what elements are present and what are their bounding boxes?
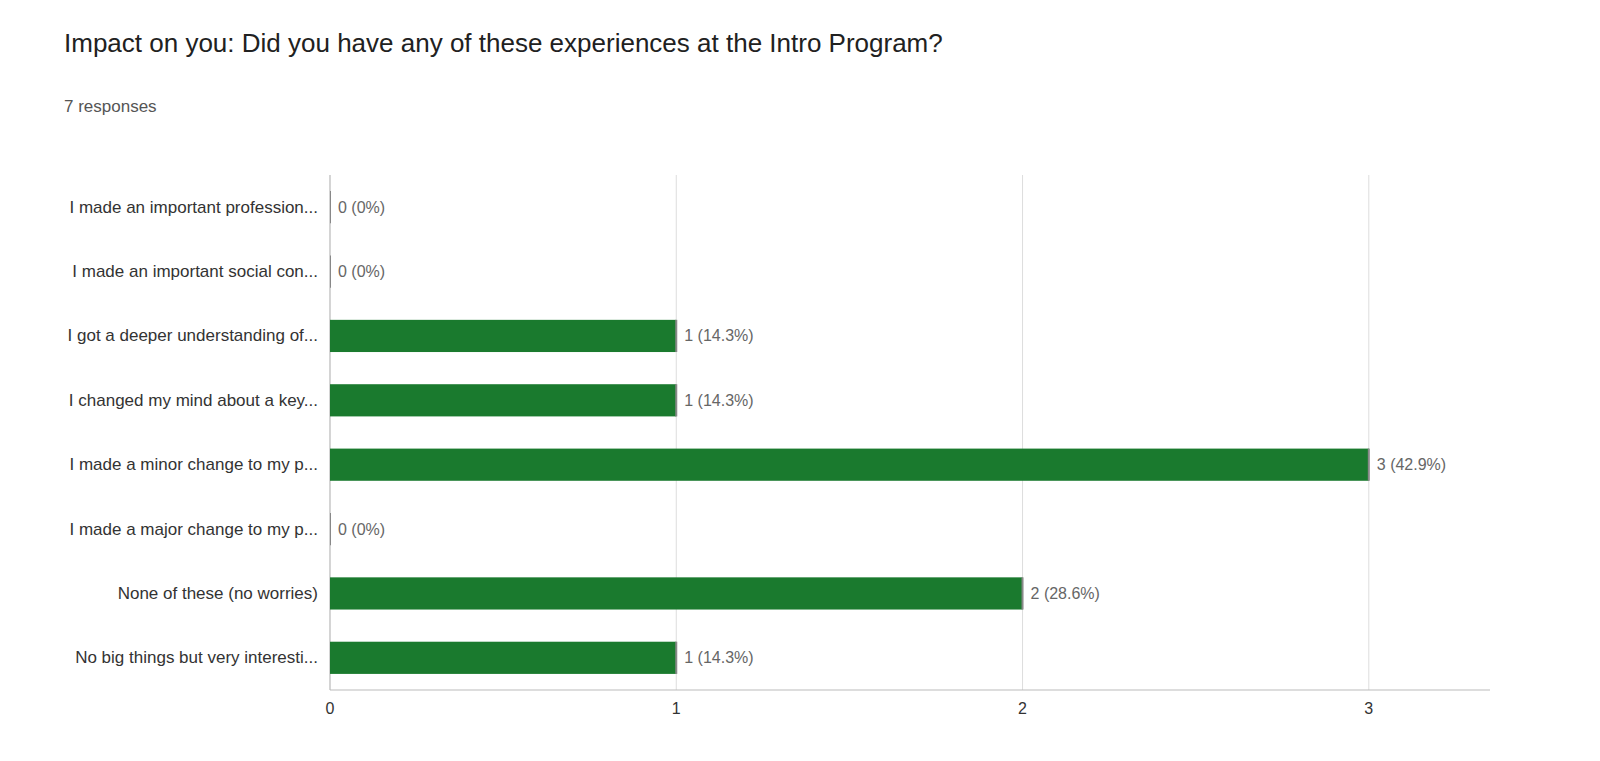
bar-end-tick (330, 191, 331, 223)
x-tick-label: 1 (672, 700, 681, 717)
bar-end-tick (675, 384, 677, 416)
x-tick-label: 2 (1018, 700, 1027, 717)
bar (330, 320, 676, 352)
data-label: 1 (14.3%) (684, 327, 753, 344)
chart-svg: Impact on you: Did you have any of these… (0, 0, 1600, 761)
data-label: 2 (28.6%) (1031, 585, 1100, 602)
bar-end-tick (1022, 577, 1024, 609)
bar (330, 449, 1369, 481)
bar (330, 513, 331, 545)
bar-end-tick (675, 642, 677, 674)
y-axis-line (330, 175, 331, 690)
title: Impact on you: Did you have any of these… (64, 28, 943, 58)
grid (330, 175, 1369, 690)
data-label: 0 (0%) (338, 263, 385, 280)
grid-line (676, 175, 677, 690)
y-tick-label: I changed my mind about a key... (69, 391, 318, 410)
y-tick-label: None of these (no worries) (118, 584, 318, 603)
y-tick-label: I made an important profession... (69, 198, 318, 217)
bar-end-tick (675, 320, 677, 352)
bars (330, 191, 1369, 674)
bar-end-tick (330, 513, 331, 545)
data-label: 0 (0%) (338, 199, 385, 216)
data-label: 0 (0%) (338, 521, 385, 538)
y-tick-label: No big things but very interesti... (75, 648, 318, 667)
x-tick-label: 0 (326, 700, 335, 717)
grid-line (330, 175, 331, 690)
data-label: 1 (14.3%) (684, 649, 753, 666)
bar (330, 255, 331, 287)
y-tick-label: I got a deeper understanding of... (68, 326, 318, 345)
x-axis-line (330, 690, 1490, 691)
data-label: 3 (42.9%) (1377, 456, 1446, 473)
y-tick-label: I made a major change to my p... (69, 520, 318, 539)
subtitle: 7 responses (64, 97, 157, 116)
bar (330, 191, 331, 223)
y-tick-label: I made an important social con... (72, 262, 318, 281)
y-tick-label: I made a minor change to my p... (69, 455, 318, 474)
bar (330, 577, 1023, 609)
bar (330, 642, 676, 674)
grid-line (1022, 175, 1023, 690)
data-label: 1 (14.3%) (684, 392, 753, 409)
chart-container: Impact on you: Did you have any of these… (0, 0, 1600, 761)
grid-line (1368, 175, 1369, 690)
bar-end-tick (1368, 449, 1370, 481)
x-tick-label: 3 (1364, 700, 1373, 717)
bar-end-tick (330, 255, 331, 287)
bar (330, 384, 676, 416)
